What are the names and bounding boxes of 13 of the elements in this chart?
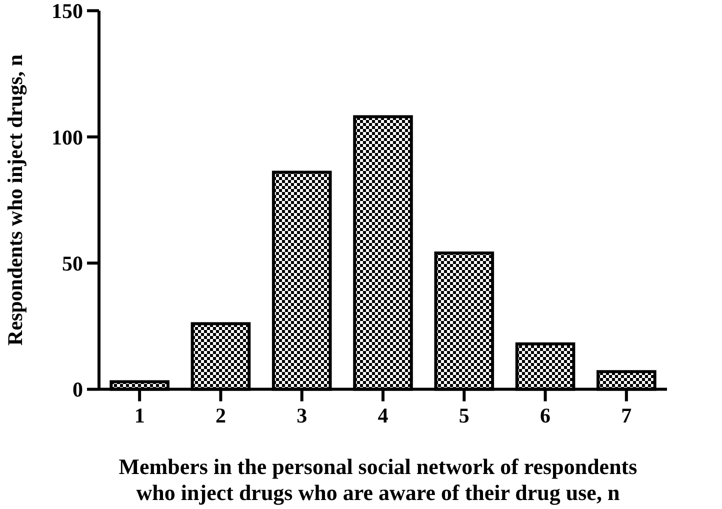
x-tick-label: 2 [215, 403, 226, 428]
x-tick-label: 7 [621, 403, 632, 428]
x-tick-label: 3 [296, 403, 308, 428]
y-tick-label: 0 [72, 378, 83, 402]
y-axis-title: Respondents who inject drugs, n [3, 54, 27, 346]
y-tick-label: 50 [62, 251, 83, 276]
x-axis-title: Members in the personal social network of respondents who inject drugs who are aware of their drug use, n [118, 454, 638, 505]
x-tick-label: 4 [378, 403, 389, 428]
y-tick-label: 150 [52, 0, 83, 24]
x-tick-label: 5 [458, 403, 470, 428]
x-tick-label: 6 [540, 403, 551, 428]
x-tick-label: 1 [134, 403, 145, 428]
y-tick-label: 100 [52, 125, 83, 150]
